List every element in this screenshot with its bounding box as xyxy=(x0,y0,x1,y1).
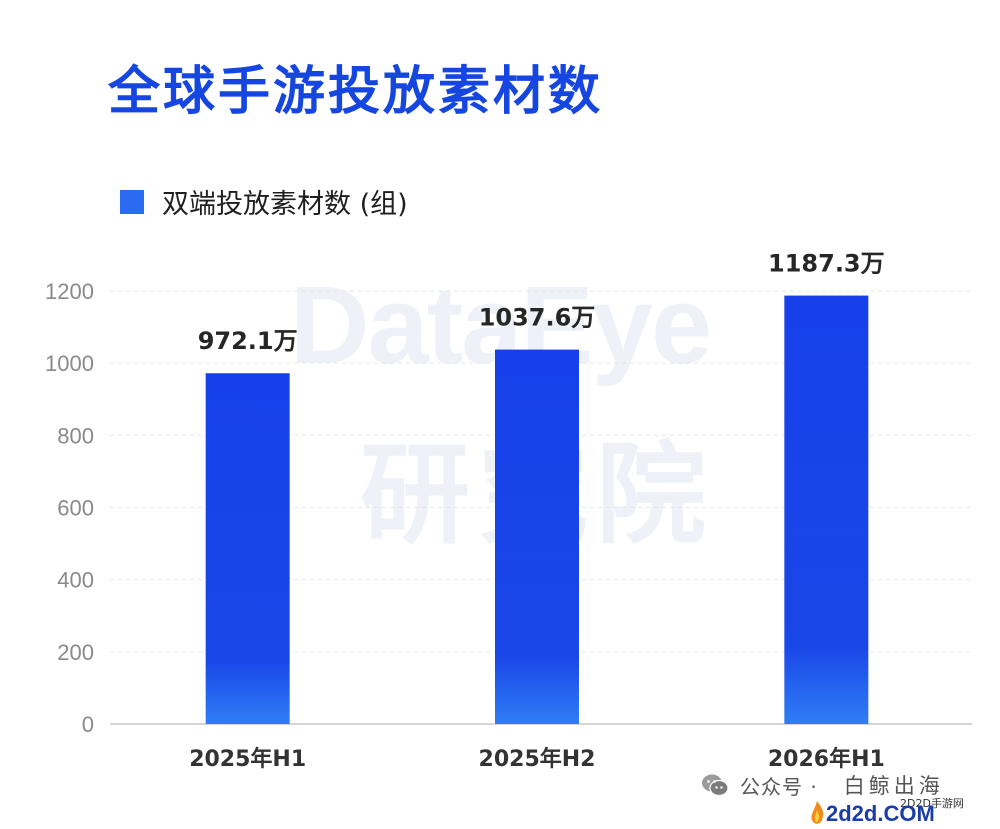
site-logo: 2d2d.COM xyxy=(826,801,935,826)
y-tick-label: 800 xyxy=(57,423,94,448)
data-label: 1187.3万 xyxy=(768,250,885,278)
y-tick-label: 1000 xyxy=(45,351,94,376)
data-label: 1037.6万 xyxy=(479,304,596,332)
x-tick-label: 2025年H2 xyxy=(479,746,596,772)
y-tick-label: 0 xyxy=(82,712,94,737)
bar xyxy=(495,349,579,724)
x-tick-label: 2025年H1 xyxy=(189,746,306,772)
legend-label: 双端投放素材数 (组) xyxy=(162,189,408,220)
bar xyxy=(784,295,869,724)
site-name: 2D2D手游网 xyxy=(900,797,964,810)
y-tick-label: 400 xyxy=(57,568,94,593)
y-tick-label: 1200 xyxy=(45,279,94,304)
y-tick-label: 600 xyxy=(57,496,94,521)
legend-swatch xyxy=(120,189,144,214)
data-label: 972.1万 xyxy=(198,327,298,355)
legend: 双端投放素材数 (组) xyxy=(120,182,408,221)
footer-brand: 白鲸出海 xyxy=(843,774,944,798)
bar xyxy=(205,373,290,724)
footer-source-label: 公众号 · xyxy=(740,774,818,799)
chart-title: 全球手游投放素材数 xyxy=(108,62,604,122)
footer: 公众号 · 白鲸出海 xyxy=(700,770,944,800)
wechat-icon xyxy=(702,774,729,797)
flame-icon xyxy=(811,801,824,824)
y-tick-label: 200 xyxy=(57,640,94,665)
x-tick-label: 2026年H1 xyxy=(768,746,885,772)
